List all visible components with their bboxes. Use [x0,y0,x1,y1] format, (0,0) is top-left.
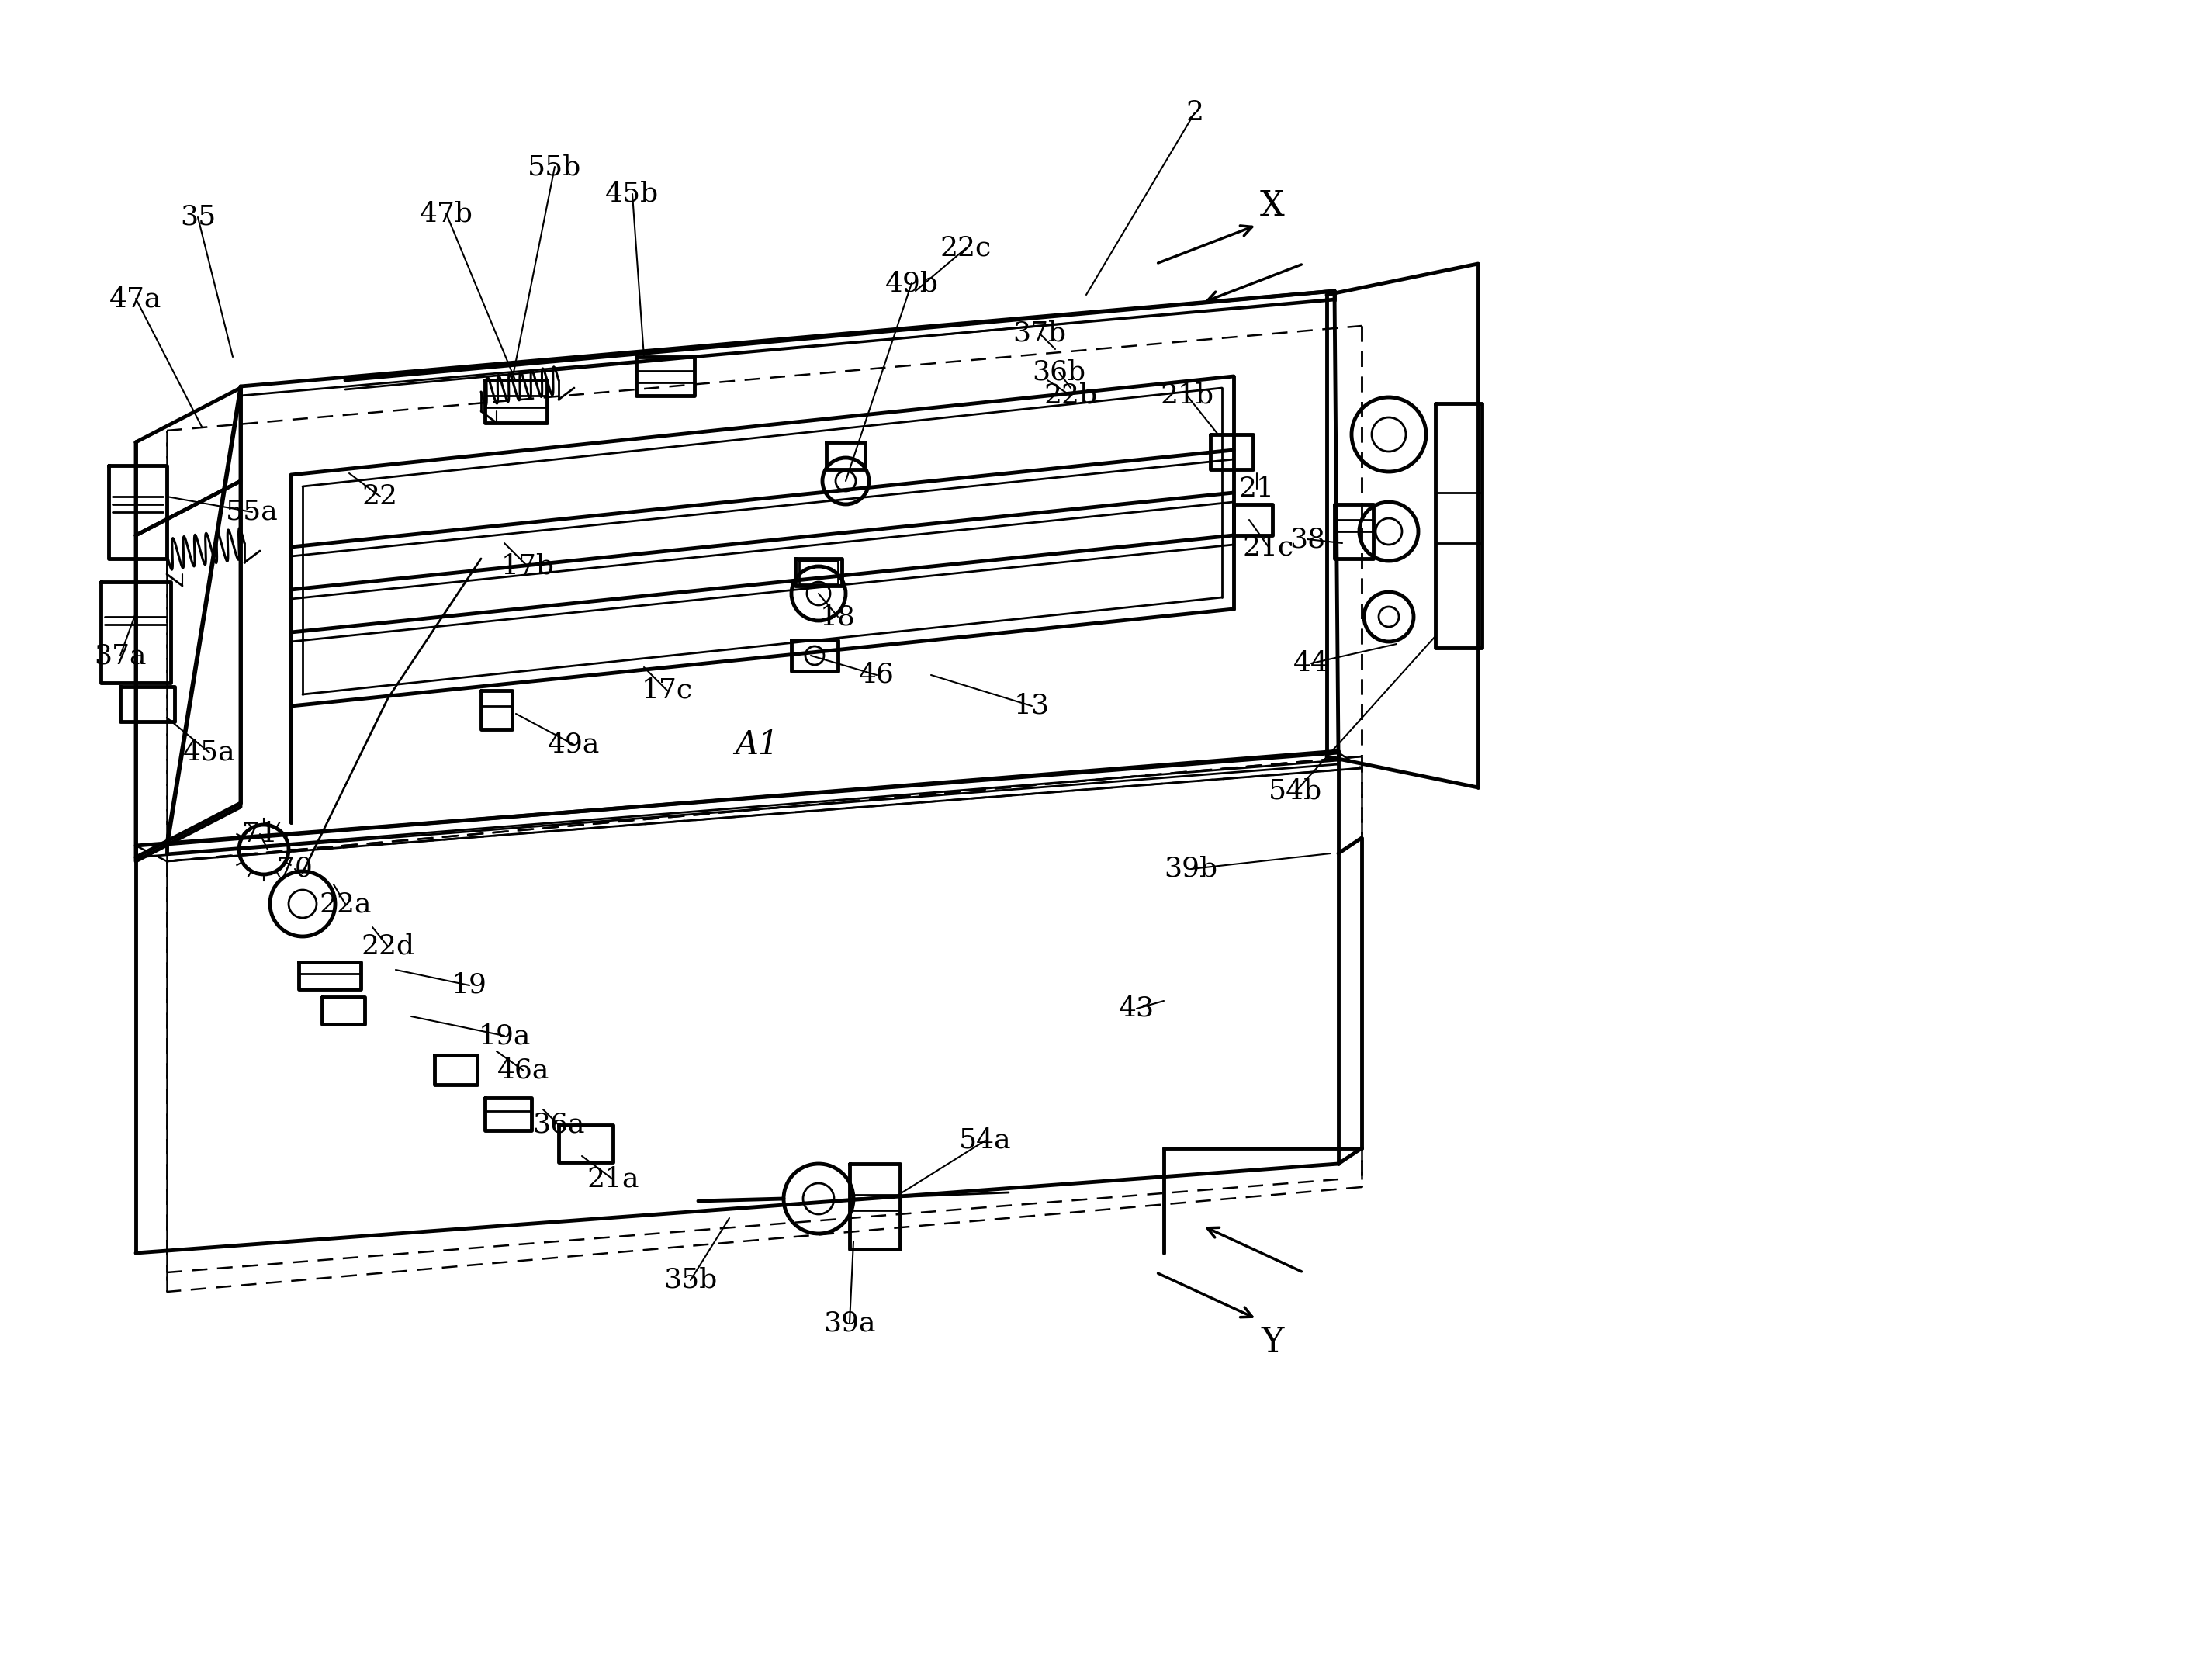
Text: 21c: 21c [1243,534,1294,560]
Text: 22d: 22d [361,933,414,960]
Text: Y: Y [1261,1325,1283,1360]
Text: 45b: 45b [606,181,659,207]
Text: 54b: 54b [1270,778,1323,804]
Text: 37b: 37b [1013,320,1066,347]
Text: 71: 71 [241,821,279,847]
Text: 49a: 49a [549,731,599,758]
Text: 36b: 36b [1033,360,1086,386]
Text: 35b: 35b [664,1267,717,1293]
Text: 55a: 55a [226,499,279,526]
Text: 70: 70 [276,856,312,882]
Text: 39b: 39b [1164,856,1219,882]
Text: 2: 2 [1186,99,1203,126]
Text: 21b: 21b [1161,383,1214,410]
Text: 46: 46 [858,662,894,688]
Text: 13: 13 [1013,693,1051,720]
Text: 37a: 37a [95,642,146,668]
Text: 55b: 55b [529,154,582,181]
Text: 22b: 22b [1044,383,1097,410]
Text: 39a: 39a [823,1310,876,1336]
Text: 54a: 54a [960,1127,1011,1154]
Text: 17b: 17b [500,554,555,580]
Text: 35: 35 [179,204,217,230]
Text: 19: 19 [451,972,487,998]
Text: 19a: 19a [478,1023,531,1050]
Text: X: X [1261,189,1285,222]
Text: 18: 18 [821,604,856,630]
Text: 49b: 49b [885,270,938,297]
Text: 44: 44 [1294,650,1329,676]
Text: 22: 22 [363,484,398,509]
Text: 17c: 17c [641,678,692,703]
Text: 36a: 36a [533,1113,584,1137]
Text: 46a: 46a [498,1058,551,1084]
Text: 22a: 22a [319,890,372,917]
Text: 22c: 22c [940,235,991,262]
Text: 43: 43 [1119,995,1155,1021]
Text: 47b: 47b [420,201,473,227]
Text: 47a: 47a [111,285,161,312]
Text: A1: A1 [734,728,779,761]
Text: 38: 38 [1290,526,1325,552]
Text: 45a: 45a [184,739,237,766]
Text: 21: 21 [1239,476,1274,502]
Text: 21a: 21a [586,1166,639,1192]
